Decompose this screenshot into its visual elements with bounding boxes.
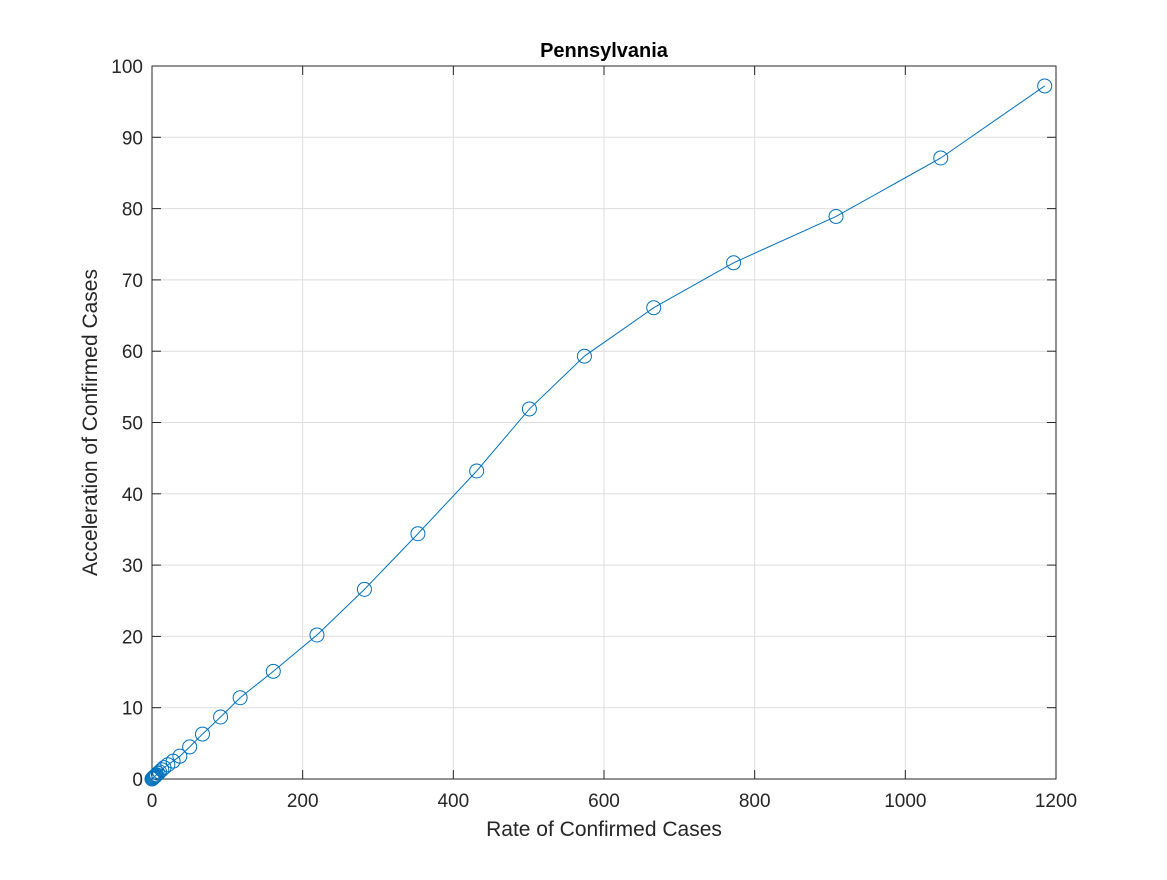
y-tick-label: 60 [122, 342, 143, 363]
data-point [521, 401, 537, 417]
data-point [410, 526, 426, 542]
data-point [172, 748, 188, 764]
data-point [213, 709, 229, 725]
y-tick-label: 30 [122, 556, 143, 577]
data-point [828, 208, 844, 224]
series [144, 78, 1053, 787]
data-point [148, 767, 164, 783]
x-tick-label: 1000 [884, 791, 926, 812]
y-tick-label: 0 [132, 770, 143, 791]
y-tick-label: 20 [122, 627, 143, 648]
data-point [232, 690, 248, 706]
axis-ticks: 0 200 400 600 800 1000 1200 0 10 20 30 40 50 60 70 80 90… [111, 57, 1077, 812]
data-point [726, 255, 742, 271]
x-tick-label: 400 [437, 791, 469, 812]
chart-title: Pennsylvania [540, 40, 669, 62]
y-tick-label: 80 [122, 200, 143, 221]
y-tick-label: 90 [122, 128, 143, 149]
data-point [150, 765, 166, 781]
x-tick-label: 0 [147, 791, 158, 812]
y-tick-label: 100 [111, 57, 143, 78]
data-point [646, 300, 662, 316]
grid [151, 65, 1057, 780]
y-tick-label: 50 [122, 414, 143, 435]
y-tick-label: 40 [122, 485, 143, 506]
y-axis-title: Acceleration of Confirmed Cases [79, 269, 102, 576]
data-point [469, 463, 485, 479]
y-tick-label: 70 [122, 271, 143, 292]
data-point [160, 757, 176, 773]
series-line [151, 85, 1045, 780]
data-point [1037, 78, 1053, 94]
data-point [356, 581, 372, 597]
x-tick-label: 800 [739, 791, 771, 812]
data-point [146, 770, 162, 786]
data-point [194, 726, 210, 742]
x-axis-title: Rate of Confirmed Cases [486, 818, 722, 841]
data-point [933, 150, 949, 166]
data-point [309, 627, 325, 643]
x-tick-label: 200 [287, 791, 319, 812]
x-tick-label: 600 [588, 791, 620, 812]
y-tick-label: 10 [122, 699, 143, 720]
data-point [154, 762, 170, 778]
data-point [265, 663, 281, 679]
x-tick-label: 1200 [1035, 791, 1077, 812]
data-point [576, 348, 592, 364]
data-point [182, 739, 198, 755]
